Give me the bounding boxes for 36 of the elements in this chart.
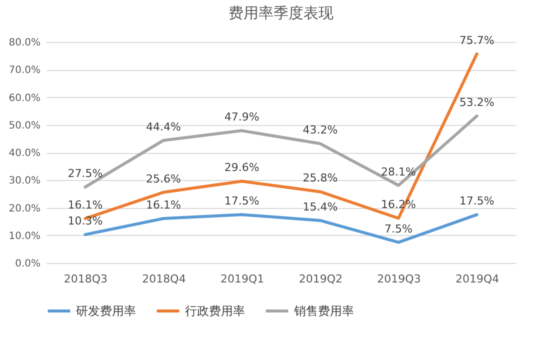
data-label: 25.8% [302,172,338,185]
x-tick-label: 2018Q3 [64,272,108,286]
data-label: 47.9% [224,110,260,124]
y-tick-label: 40.0% [8,148,40,159]
y-tick-label: 20.0% [8,203,40,214]
data-label: 16.1% [68,198,103,212]
data-label: 25.6% [146,172,181,186]
data-label: 15.4% [302,200,338,214]
data-label: 16.1% [146,198,181,212]
data-label: 28.1% [381,165,416,178]
data-label: 17.5% [224,194,260,208]
x-tick-label: 2018Q4 [142,272,186,286]
data-label: 44.4% [146,120,181,134]
data-label: 29.6% [224,161,260,174]
y-tick-label: 80.0% [8,38,40,48]
legend-label: 销售费用率 [293,304,354,318]
data-label: 27.5% [68,167,103,180]
y-tick-label: 60.0% [8,92,40,104]
y-tick-label: 10.0% [8,230,40,242]
data-label: 17.5% [459,194,494,208]
data-label: 7.5% [384,222,412,236]
x-tick-label: 2019Q2 [298,272,342,286]
data-label: 43.2% [302,124,338,137]
y-tick-label: 0.0% [15,258,40,270]
y-tick-label: 30.0% [8,176,40,187]
data-label: 75.7% [459,34,494,47]
x-tick-label: 2019Q4 [456,272,500,286]
x-tick-label: 2019Q1 [220,272,264,286]
data-label: 10.3% [68,214,103,228]
legend-label: 研发费用率 [76,304,136,318]
legend-label: 行政费用率 [185,304,245,318]
chart-title: 费用率季度表现 [228,4,334,22]
data-label: 53.2% [459,96,494,110]
y-tick-label: 70.0% [8,65,40,76]
x-tick-label: 2019Q3 [377,272,421,286]
y-tick-label: 50.0% [8,120,40,132]
